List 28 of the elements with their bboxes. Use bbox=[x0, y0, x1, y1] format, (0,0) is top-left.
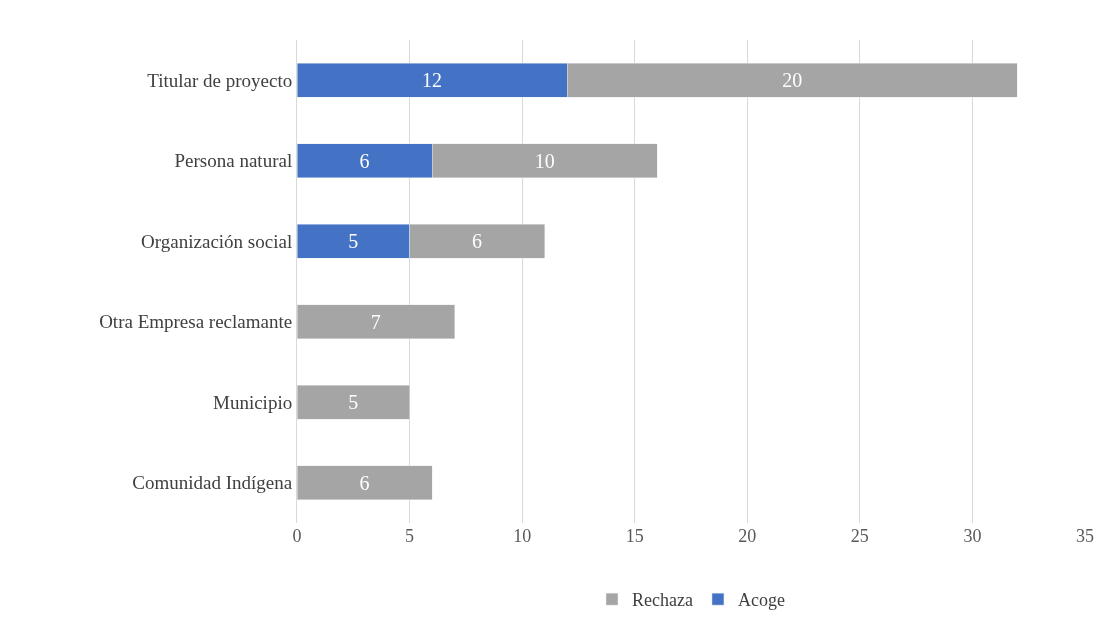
x-tick-label: 25 bbox=[850, 526, 869, 546]
x-tick-label: 20 bbox=[738, 526, 757, 546]
bar bbox=[297, 465, 433, 500]
data-label: 6 bbox=[472, 230, 483, 253]
bar bbox=[297, 385, 410, 420]
x-tick-label: 35 bbox=[1076, 526, 1094, 546]
data-label: 5 bbox=[348, 230, 359, 253]
y-tick-label: Titular de proyecto bbox=[147, 69, 293, 91]
x-tick-label: 10 bbox=[513, 526, 532, 546]
y-tick-label: Persona natural bbox=[174, 150, 293, 172]
x-tick-label: 15 bbox=[625, 526, 644, 546]
data-label: 20 bbox=[782, 69, 803, 92]
x-tick-label: 0 bbox=[292, 526, 302, 546]
data-label: 10 bbox=[534, 149, 555, 172]
legend-label: Acoge bbox=[737, 590, 785, 611]
y-tick-label: Organización social bbox=[141, 230, 293, 252]
x-tick-label: 30 bbox=[963, 526, 982, 546]
y-tick-label: Municipio bbox=[213, 391, 293, 413]
data-label: 5 bbox=[348, 391, 359, 414]
y-tick-label: Otra Empresa reclamante bbox=[99, 311, 293, 333]
y-tick-label: Comunidad Indígena bbox=[132, 472, 293, 494]
bar bbox=[297, 304, 455, 339]
data-label: 6 bbox=[359, 149, 370, 172]
data-label: 6 bbox=[359, 471, 370, 494]
legend-label: Rechaza bbox=[632, 590, 693, 611]
data-label: 7 bbox=[370, 310, 381, 333]
x-tick-label: 5 bbox=[405, 526, 415, 546]
data-label: 12 bbox=[422, 69, 443, 92]
